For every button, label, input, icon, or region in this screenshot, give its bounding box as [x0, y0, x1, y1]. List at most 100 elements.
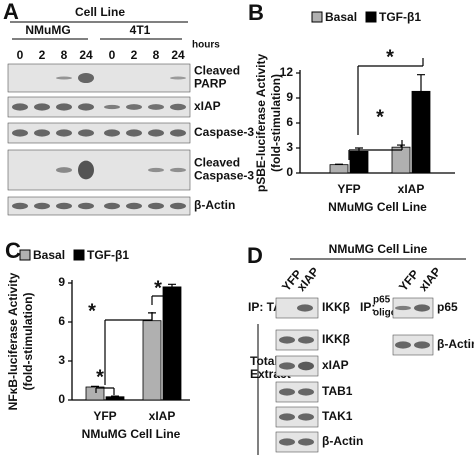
band — [148, 129, 164, 137]
band — [148, 104, 164, 110]
legend-label: TGF-β1 — [87, 248, 129, 262]
band — [78, 103, 94, 111]
band — [34, 103, 50, 111]
significance: * — [376, 106, 384, 128]
blot-label: TAB1 — [322, 384, 353, 398]
band — [170, 129, 186, 137]
x-tick-label: YFP — [93, 409, 116, 423]
header: Cell Line — [75, 5, 125, 19]
band — [279, 388, 295, 396]
band — [170, 76, 186, 80]
y-tick-label: 6 — [58, 314, 65, 328]
blot — [275, 329, 319, 351]
band — [56, 167, 72, 173]
axis-title: (fold-stimulation) — [269, 74, 283, 172]
panel-letter: C — [5, 238, 21, 263]
blot — [7, 96, 191, 118]
blot — [7, 149, 191, 191]
band — [298, 361, 314, 371]
ip-label: p65 — [373, 295, 391, 306]
legend-label: Basal — [33, 248, 65, 262]
bar — [329, 164, 349, 174]
bar — [162, 286, 182, 401]
blot — [275, 406, 319, 428]
blot — [275, 355, 319, 377]
x-tick-label: YFP — [337, 182, 360, 196]
panel-letter: D — [247, 243, 263, 268]
lane-label: xIAP — [416, 265, 444, 294]
y-tick-label: 3 — [286, 140, 293, 154]
band — [414, 341, 430, 349]
band — [279, 362, 295, 370]
x-tick-label: xIAP — [398, 182, 425, 196]
band — [56, 76, 72, 80]
band — [104, 202, 120, 210]
bar — [349, 150, 369, 174]
blot — [392, 297, 434, 319]
y-tick-label: 0 — [286, 165, 293, 179]
time: 24 — [171, 48, 185, 62]
panel-letter: A — [3, 0, 19, 24]
blot-label: Caspase-3 — [194, 125, 254, 139]
blot — [7, 63, 191, 93]
blot — [275, 381, 319, 403]
legend-swatch — [365, 11, 377, 23]
significance: * — [88, 300, 96, 322]
band — [126, 202, 142, 210]
band — [298, 388, 314, 396]
legend-swatch — [73, 249, 85, 261]
legend-swatch — [311, 11, 323, 23]
band — [298, 413, 314, 421]
axis-title: (fold-stimulation) — [21, 293, 35, 391]
cell-line: 4T1 — [130, 23, 151, 37]
band — [34, 202, 50, 210]
band — [148, 167, 164, 173]
blot-label: xIAP — [194, 99, 221, 113]
time: 8 — [153, 48, 160, 62]
blot-label: β-Actin — [437, 337, 474, 351]
legend-swatch — [19, 249, 31, 261]
band — [104, 129, 120, 137]
error-bar — [91, 385, 99, 387]
header: NMuMG Cell Line — [329, 242, 428, 256]
time: 2 — [39, 48, 46, 62]
band — [279, 438, 295, 446]
x-tick-label: xIAP — [149, 409, 176, 423]
blot-label: p65 — [437, 300, 458, 314]
legend-label: TGF-β1 — [379, 10, 421, 24]
significance: * — [96, 366, 104, 388]
error-bar — [168, 283, 176, 287]
band — [395, 341, 411, 349]
band — [298, 438, 314, 446]
error-bar — [111, 395, 119, 397]
significance: * — [386, 46, 394, 68]
y-tick-label: 9 — [58, 275, 65, 289]
band — [148, 202, 164, 210]
y-tick-label: 3 — [58, 353, 65, 367]
band — [104, 104, 120, 110]
ip-label: oligo — [373, 308, 397, 319]
blot — [7, 122, 191, 144]
blot-label: PARP — [194, 77, 226, 91]
band — [170, 103, 186, 111]
error-bar — [417, 74, 425, 92]
blot-label: IKKβ — [322, 332, 350, 346]
band — [78, 202, 94, 210]
band — [414, 304, 430, 312]
band — [34, 129, 50, 137]
blot — [7, 196, 191, 216]
blot-label: Caspase-3 — [194, 169, 254, 183]
band — [297, 304, 313, 312]
lane-label: xIAP — [294, 265, 322, 294]
time: 24 — [79, 48, 93, 62]
panel-letter: B — [248, 0, 264, 25]
y-tick-label: 6 — [286, 115, 293, 129]
axis-title: NFκB-luciferase Activity — [6, 272, 20, 410]
blot-label: β-Actin — [322, 434, 363, 448]
blot — [275, 431, 319, 453]
axis-title: pSBE-luciferase Activity — [254, 54, 268, 193]
blot-label: xIAP — [322, 358, 349, 372]
x-axis-title: NMuMG Cell Line — [82, 427, 181, 441]
band — [12, 103, 28, 111]
